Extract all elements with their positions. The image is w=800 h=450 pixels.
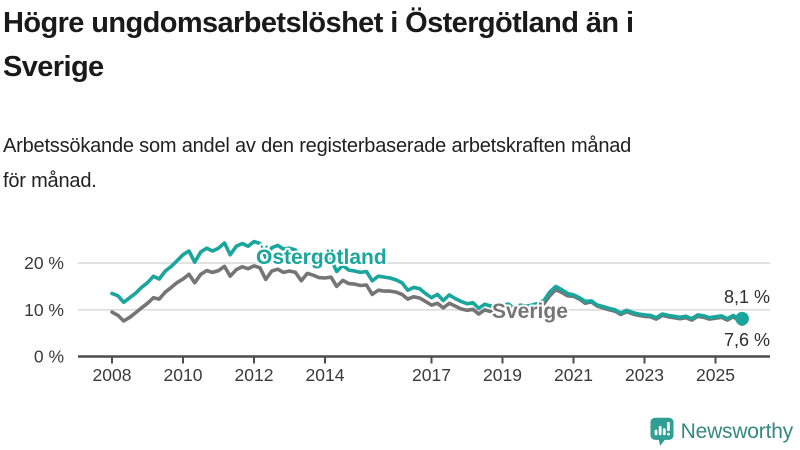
chart-labels: 0 % 10 % 20 % 2008 2010 2012 2014 2017 2019 2021 2… <box>24 244 770 385</box>
y-axis-tick-label: 20 % <box>24 253 64 273</box>
y-axis-tick-label: 10 % <box>24 300 64 320</box>
end-value-label-sverige: 7,6 % <box>724 330 770 350</box>
series-line-ostergotland <box>110 239 744 322</box>
x-axis-tick-label: 2025 <box>696 365 735 385</box>
gridlines <box>78 262 770 311</box>
end-value-label-ostergotland: 8,1 % <box>724 287 770 307</box>
page-subtitle-line-2: för månad. <box>3 170 97 192</box>
series-label-sverige: Sverige <box>492 300 568 323</box>
x-axis-tick-label: 2010 <box>164 365 203 385</box>
x-axis-tick-label: 2012 <box>235 365 274 385</box>
series-label-ostergotland: Östergötland <box>256 246 387 269</box>
ostergotland-end-dot <box>735 311 749 326</box>
page-subtitle-line-1: Arbetssökande som andel av den registerb… <box>3 135 632 157</box>
newsworthy-logo: Newsworthy <box>650 416 793 448</box>
x-axis-tick-label: 2017 <box>412 365 451 385</box>
series-lines <box>110 239 749 327</box>
newsworthy-bar-chart-icon <box>650 417 674 446</box>
x-axis-tick-label: 2023 <box>625 365 664 385</box>
x-axis-tick-label: 2008 <box>93 365 132 385</box>
x-axis-tick-label: 2019 <box>483 365 522 385</box>
newsworthy-wordmark: Newsworthy <box>680 420 794 443</box>
x-axis <box>78 355 770 364</box>
page-title: Högre ungdomsarbetslöshet i Östergötland… <box>3 1 797 89</box>
x-axis-tick-label: 2021 <box>554 365 593 385</box>
x-axis-tick-label: 2014 <box>306 365 345 385</box>
page-title-line-2: Sverige <box>3 51 104 83</box>
page-title-line-1: Högre ungdomsarbetslöshet i Östergötland… <box>3 7 634 39</box>
page-subtitle: Arbetssökande som andel av den registerb… <box>3 129 797 199</box>
y-axis-tick-label: 0 % <box>34 347 64 367</box>
